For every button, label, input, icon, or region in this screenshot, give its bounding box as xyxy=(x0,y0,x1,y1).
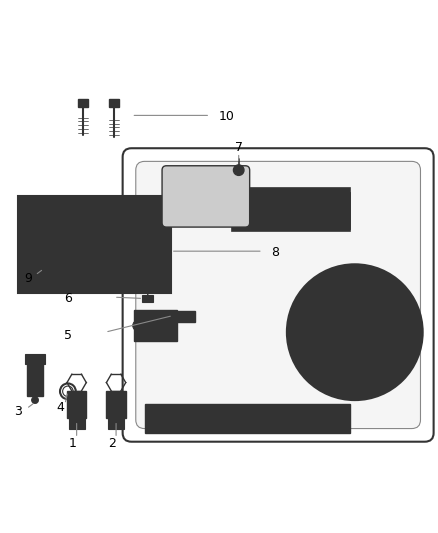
Circle shape xyxy=(144,320,154,331)
Circle shape xyxy=(233,165,244,175)
Text: 6: 6 xyxy=(64,292,72,304)
Circle shape xyxy=(189,415,196,422)
Bar xyxy=(78,99,88,107)
Bar xyxy=(306,192,317,229)
Circle shape xyxy=(224,415,231,422)
Circle shape xyxy=(348,326,361,339)
Text: 10: 10 xyxy=(219,110,235,123)
Bar xyxy=(28,207,125,249)
Bar xyxy=(67,391,86,418)
Circle shape xyxy=(322,300,388,365)
Bar xyxy=(134,310,177,341)
Bar xyxy=(69,418,85,429)
Bar xyxy=(125,241,129,250)
Bar xyxy=(24,241,28,250)
Bar xyxy=(18,197,171,293)
Ellipse shape xyxy=(65,261,71,270)
Circle shape xyxy=(339,317,370,348)
Text: 3: 3 xyxy=(14,406,22,418)
Bar xyxy=(339,192,350,229)
Circle shape xyxy=(155,320,165,331)
Bar xyxy=(35,215,43,242)
Circle shape xyxy=(154,415,161,422)
Bar xyxy=(177,311,195,322)
Circle shape xyxy=(32,397,39,403)
Ellipse shape xyxy=(31,257,105,274)
Text: 8: 8 xyxy=(272,246,279,259)
Bar xyxy=(160,311,177,322)
Bar xyxy=(27,363,43,395)
Bar xyxy=(25,354,45,364)
Bar xyxy=(109,99,119,107)
Circle shape xyxy=(287,264,423,400)
Bar xyxy=(142,295,153,302)
Circle shape xyxy=(24,243,28,247)
Bar xyxy=(51,215,59,242)
Circle shape xyxy=(125,243,129,247)
Ellipse shape xyxy=(94,261,99,270)
Bar xyxy=(272,192,283,229)
Ellipse shape xyxy=(37,261,42,270)
FancyBboxPatch shape xyxy=(123,148,434,442)
Circle shape xyxy=(165,313,172,320)
Circle shape xyxy=(302,280,407,385)
Text: 4: 4 xyxy=(57,401,64,414)
Circle shape xyxy=(133,320,143,331)
Circle shape xyxy=(113,420,119,425)
Bar xyxy=(239,192,250,229)
FancyBboxPatch shape xyxy=(162,166,250,227)
Bar xyxy=(323,192,334,229)
Text: 9: 9 xyxy=(24,272,32,285)
Bar xyxy=(255,192,266,229)
Ellipse shape xyxy=(51,261,56,270)
Text: 5: 5 xyxy=(64,329,72,342)
Circle shape xyxy=(183,313,190,320)
Bar xyxy=(106,391,126,418)
Circle shape xyxy=(74,420,79,425)
Text: 2: 2 xyxy=(108,438,116,450)
Bar xyxy=(82,215,90,242)
Text: 1: 1 xyxy=(68,438,76,450)
Bar xyxy=(114,215,122,242)
Bar xyxy=(98,215,106,242)
Circle shape xyxy=(294,415,301,422)
Circle shape xyxy=(166,320,176,331)
Bar xyxy=(289,192,300,229)
Bar xyxy=(67,215,74,242)
Bar xyxy=(232,188,350,231)
Bar xyxy=(108,418,124,429)
Bar xyxy=(145,405,350,433)
Ellipse shape xyxy=(80,261,85,270)
Circle shape xyxy=(259,415,266,422)
FancyBboxPatch shape xyxy=(136,161,420,429)
Text: 7: 7 xyxy=(235,141,243,154)
Circle shape xyxy=(329,415,336,422)
